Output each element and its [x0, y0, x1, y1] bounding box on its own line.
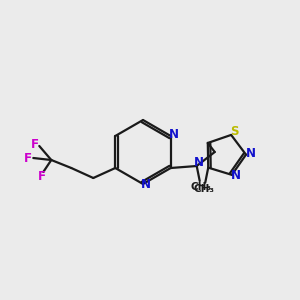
- Text: N: N: [141, 178, 151, 191]
- Text: F: F: [38, 170, 46, 184]
- Text: N: N: [194, 157, 204, 169]
- Text: F: F: [24, 152, 32, 164]
- Text: N: N: [231, 169, 241, 182]
- Text: N: N: [169, 128, 179, 142]
- Text: CH₃: CH₃: [194, 184, 215, 194]
- Text: CH₃: CH₃: [190, 182, 211, 192]
- Text: F: F: [31, 139, 39, 152]
- Text: N: N: [246, 147, 256, 160]
- Text: S: S: [230, 125, 239, 138]
